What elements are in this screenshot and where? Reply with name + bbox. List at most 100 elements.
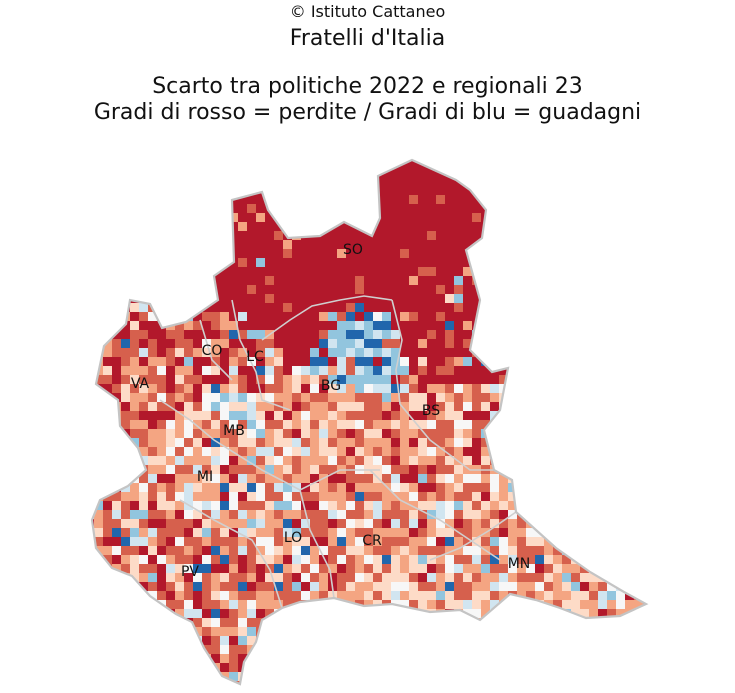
municipality-cell [229, 411, 239, 421]
municipality-cell [346, 555, 356, 565]
municipality-cell [319, 258, 329, 268]
municipality-cell [445, 420, 455, 430]
municipality-cell [301, 663, 311, 673]
municipality-cell [382, 366, 392, 376]
municipality-cell [274, 420, 284, 430]
municipality-cell [400, 654, 410, 664]
municipality-cell [175, 600, 185, 610]
municipality-cell [328, 447, 338, 457]
municipality-cell [634, 186, 644, 196]
municipality-cell [418, 591, 428, 601]
municipality-cell [481, 582, 491, 592]
municipality-cell [211, 312, 221, 322]
municipality-cell [571, 240, 581, 250]
municipality-cell [328, 402, 338, 412]
municipality-cell [211, 411, 221, 421]
municipality-cell [274, 249, 284, 259]
municipality-cell [553, 627, 563, 637]
municipality-cell [517, 339, 527, 349]
municipality-cell [92, 213, 95, 223]
municipality-cell [184, 348, 194, 358]
municipality-cell [364, 160, 374, 169]
municipality-cell [103, 528, 113, 538]
municipality-cell [427, 321, 437, 331]
municipality-cell [589, 160, 599, 169]
municipality-cell [121, 150, 131, 160]
municipality-cell [337, 276, 347, 286]
municipality-cell [571, 303, 581, 313]
municipality-cell [535, 195, 545, 205]
municipality-cell [652, 465, 662, 475]
municipality-cell [211, 177, 221, 187]
municipality-cell [616, 438, 626, 448]
municipality-cell [643, 609, 646, 619]
municipality-cell [301, 546, 311, 556]
municipality-cell [625, 258, 635, 268]
municipality-cell [346, 591, 356, 601]
municipality-cell [454, 402, 464, 412]
municipality-cell [508, 411, 518, 421]
municipality-cell [499, 348, 509, 358]
municipality-cell [652, 366, 662, 376]
municipality-cell [373, 555, 383, 565]
municipality-cell [382, 663, 392, 673]
municipality-cell [427, 492, 437, 502]
municipality-cell [301, 312, 311, 322]
municipality-cell [643, 582, 646, 592]
municipality-cell [535, 555, 545, 565]
municipality-cell [94, 231, 104, 241]
municipality-cell [382, 627, 392, 637]
municipality-cell [319, 267, 329, 277]
municipality-cell [625, 195, 635, 205]
municipality-cell [652, 654, 662, 664]
municipality-cell [445, 285, 455, 295]
municipality-cell [175, 555, 185, 565]
municipality-cell [409, 160, 419, 169]
municipality-cell [634, 645, 644, 655]
municipality-cell [193, 285, 203, 295]
municipality-cell [274, 150, 284, 160]
municipality-cell [562, 168, 572, 178]
municipality-cell [508, 348, 518, 358]
municipality-cell [283, 213, 293, 223]
municipality-cell [238, 564, 248, 574]
municipality-cell [229, 654, 239, 664]
municipality-cell [607, 600, 617, 610]
municipality-cell [526, 375, 536, 385]
municipality-cell [391, 222, 401, 232]
municipality-cell [445, 645, 455, 655]
municipality-cell [166, 160, 176, 169]
municipality-cell [229, 519, 239, 529]
municipality-cell [337, 384, 347, 394]
municipality-cell [508, 636, 518, 646]
municipality-cell [598, 213, 608, 223]
municipality-cell [643, 402, 646, 412]
municipality-cell [193, 573, 203, 583]
municipality-cell [634, 195, 644, 205]
municipality-cell [589, 366, 599, 376]
municipality-cell [283, 339, 293, 349]
municipality-cell [409, 348, 419, 358]
municipality-cell [436, 672, 446, 682]
municipality-cell [301, 636, 311, 646]
party-title: Fratelli d'Italia [289, 26, 446, 51]
municipality-cell [130, 681, 140, 684]
municipality-cell [382, 501, 392, 511]
municipality-cell [274, 456, 284, 466]
municipality-cell [373, 501, 383, 511]
municipality-cell [274, 501, 284, 511]
municipality-cell [481, 438, 491, 448]
municipality-cell [148, 276, 158, 286]
municipality-cell [247, 528, 257, 538]
municipality-cell [148, 195, 158, 205]
municipality-cell [589, 663, 599, 673]
municipality-cell [355, 654, 365, 664]
municipality-cell [112, 384, 122, 394]
municipality-cell [265, 348, 275, 358]
municipality-cell [247, 195, 257, 205]
municipality-cell [589, 267, 599, 277]
municipality-cell [184, 636, 194, 646]
municipality-cell [418, 258, 428, 268]
municipality-cell [166, 222, 176, 232]
municipality-cell [589, 537, 599, 547]
